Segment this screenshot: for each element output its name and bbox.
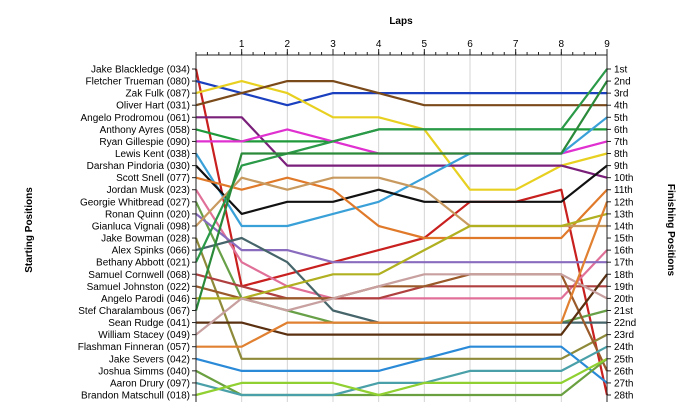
finishing-position-label: 15th (614, 234, 633, 245)
finishing-position-label: 5th (614, 113, 628, 124)
finishing-position-labels: 1st2nd3rd4th5th6th7th8th9th10th11th12th1… (614, 65, 636, 402)
starting-position-label: Stef Charalambous (067) (78, 306, 190, 317)
series-line (196, 273, 608, 336)
starting-position-label: Jake Bowman (028) (101, 234, 190, 245)
finishing-position-label: 4th (614, 101, 628, 112)
x-tick-label: 4 (376, 39, 382, 50)
starting-position-label: Joshua Simms (040) (98, 366, 190, 377)
finishing-position-label: 20th (614, 294, 633, 305)
starting-position-label: Ryan Gillespie (090) (99, 137, 190, 148)
series-line (195, 345, 608, 384)
starting-position-label: Aaron Drury (097) (110, 378, 190, 389)
chart-axes (192, 49, 611, 402)
starting-position-label: Oliver Hart (031) (116, 101, 190, 112)
finishing-position-label: 13th (614, 209, 633, 220)
series-line (195, 357, 608, 397)
series-line (195, 68, 608, 263)
starting-position-label: Zak Fulk (087) (126, 89, 190, 100)
starting-position-label: Ronan Quinn (020) (105, 209, 190, 220)
series-line (195, 164, 608, 215)
finishing-position-label: 8th (614, 149, 628, 160)
starting-position-label: Lewis Kent (038) (115, 149, 190, 160)
finishing-position-label: 17th (614, 258, 633, 269)
starting-position-labels: Jake Blackledge (034)Fletcher Trueman (0… (78, 65, 190, 402)
starting-position-label: Darshan Pindoria (030) (87, 161, 190, 172)
finishing-position-label: 24th (614, 342, 633, 353)
x-tick-label: 7 (513, 39, 519, 50)
starting-position-label: Georgie Whitbread (027) (80, 197, 190, 208)
starting-position-label: Brandon Matschull (018) (81, 391, 190, 402)
finishing-position-label: 7th (614, 137, 628, 148)
series-line (196, 201, 609, 348)
x-tick-label: 6 (467, 39, 473, 50)
finishing-position-label: 9th (614, 161, 628, 172)
starting-position-label: Jake Blackledge (034) (91, 65, 190, 76)
starting-position-label: Samuel Cornwell (068) (88, 270, 190, 281)
finishing-position-label: 14th (614, 221, 633, 232)
x-tick-label: 9 (604, 39, 610, 50)
finishing-position-label: 25th (614, 354, 633, 365)
finishing-position-label: 18th (614, 270, 633, 281)
finishing-position-label: 11th (614, 185, 633, 196)
starting-position-label: Flashman Finneran (057) (78, 342, 190, 353)
finishing-position-label: 26th (614, 366, 633, 377)
finishing-position-label: 3rd (614, 89, 628, 100)
x-tick-label: 1 (239, 39, 245, 50)
x-tick-labels: 1 2 3 4 5 6 7 8 9 (239, 39, 610, 50)
finishing-position-label: 10th (614, 173, 633, 184)
starting-position-label: Gianluca Vignali (098) (92, 221, 190, 232)
series-line (195, 345, 608, 397)
series-line (195, 80, 607, 107)
right-axis-title: Finishing Positions (665, 184, 676, 277)
x-tick-label: 3 (330, 39, 336, 50)
finishing-position-label: 2nd (614, 77, 631, 88)
finishing-position-label: 16th (614, 246, 633, 257)
left-axis-title: Starting Positions (24, 187, 35, 273)
starting-position-label: Jake Severs (042) (109, 354, 190, 365)
starting-position-label: Anthony Ayres (058) (100, 125, 190, 136)
finishing-position-label: 12th (614, 197, 633, 208)
starting-position-label: Angelo Parodi (046) (101, 294, 190, 305)
series-line (195, 189, 608, 300)
starting-position-label: Sean Rudge (041) (108, 318, 190, 329)
starting-position-label: William Stacey (049) (98, 330, 190, 341)
finishing-position-label: 22nd (614, 318, 636, 329)
finishing-position-label: 1st (614, 65, 628, 76)
x-tick-label: 8 (559, 39, 565, 50)
finishing-position-label: 27th (614, 378, 633, 389)
starting-position-label: Alex Spinks (066) (112, 246, 190, 257)
series-line (194, 237, 608, 360)
series-lines (194, 68, 609, 397)
series-line (194, 80, 608, 311)
series-line (195, 273, 608, 336)
series-line (196, 212, 608, 300)
finishing-position-label: 28th (614, 391, 633, 402)
starting-position-label: Angelo Prodromou (061) (80, 113, 190, 124)
x-tick-label: 5 (422, 39, 428, 50)
starting-position-label: Jordan Musk (023) (107, 185, 190, 196)
starting-position-label: Scott Snell (077) (116, 173, 190, 184)
series-line (194, 68, 609, 396)
x-tick-label: 2 (285, 39, 291, 50)
series-line (195, 79, 607, 107)
finishing-position-label: 6th (614, 125, 628, 136)
starting-position-label: Fletcher Trueman (080) (86, 77, 191, 88)
starting-position-label: Bethany Abbott (021) (96, 258, 190, 269)
starting-position-label: Samuel Johnston (022) (87, 282, 190, 293)
finishing-position-label: 19th (614, 282, 633, 293)
finishing-position-label: 23rd (614, 330, 634, 341)
finishing-position-label: 21st (614, 306, 633, 317)
x-axis-title: Laps (389, 16, 413, 27)
